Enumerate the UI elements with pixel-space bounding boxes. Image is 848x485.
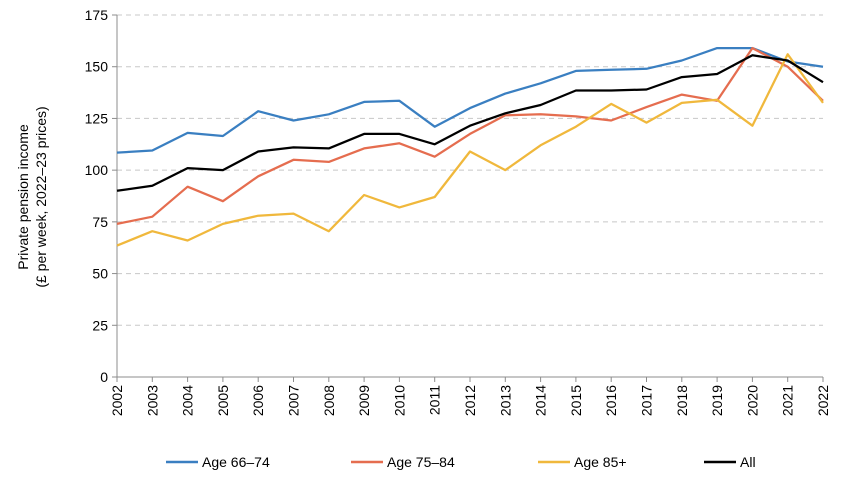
- y-tick-label: 150: [85, 59, 109, 75]
- x-tick-label: 2018: [674, 385, 690, 416]
- x-tick-label: 2009: [356, 385, 372, 416]
- y-axis-label: Private pension income (£ per week, 2022…: [15, 106, 49, 287]
- x-tick-label: 2012: [462, 385, 478, 416]
- x-tick-label: 2021: [780, 385, 796, 416]
- x-tick-label: 2003: [144, 385, 160, 416]
- x-tick-label: 2019: [709, 385, 725, 416]
- legend-label-0: Age 66–74: [202, 454, 270, 470]
- series-lines: [116, 46, 824, 247]
- y-axis-label-line-2: (£ per week, 2022–23 prices): [33, 106, 49, 287]
- series-line-0: [116, 46, 824, 154]
- y-tick-label: 125: [85, 110, 109, 126]
- x-tick-label: 2017: [639, 385, 655, 416]
- y-tick-label: 25: [92, 317, 108, 333]
- x-tick-label: 2013: [497, 385, 513, 416]
- x-tick-label: 2014: [533, 385, 549, 416]
- legend-label-2: Age 85+: [574, 454, 627, 470]
- x-tick-label: 2016: [603, 385, 619, 416]
- y-tick-label: 175: [85, 7, 109, 23]
- y-axis-label-line-1: Private pension income: [15, 124, 31, 270]
- legend-label-1: Age 75–84: [387, 454, 455, 470]
- x-tick-label: 2020: [744, 385, 760, 416]
- y-tick-label: 50: [92, 266, 108, 282]
- series-line-2: [116, 53, 824, 247]
- series-line-3: [116, 54, 824, 192]
- x-tick-label: 2010: [391, 385, 407, 416]
- legend: Age 66–74 Age 75–84 Age 85+ All: [166, 454, 756, 470]
- x-tick-label: 2007: [286, 385, 302, 416]
- x-tick-label: 2015: [568, 385, 584, 416]
- x-tick-label: 2008: [321, 385, 337, 416]
- x-tick-label: 2006: [250, 385, 266, 416]
- y-tick-label: 75: [92, 214, 108, 230]
- legend-label-3: All: [740, 454, 756, 470]
- x-tick-label: 2022: [815, 385, 831, 416]
- x-tick-label: 2004: [180, 385, 196, 416]
- y-tick-label: 100: [85, 162, 109, 178]
- y-tick-label: 0: [100, 369, 108, 385]
- x-axis: 2002 2003 2004 2005 2006 2007 2008 2009 2010 2011…: [109, 376, 831, 416]
- y-axis: 0 25 50 75 100 125 150 175: [85, 7, 118, 385]
- series-line-1: [116, 46, 824, 226]
- x-tick-label: 2005: [215, 385, 231, 416]
- x-tick-label: 2002: [109, 385, 125, 416]
- x-tick-label: 2011: [427, 385, 443, 415]
